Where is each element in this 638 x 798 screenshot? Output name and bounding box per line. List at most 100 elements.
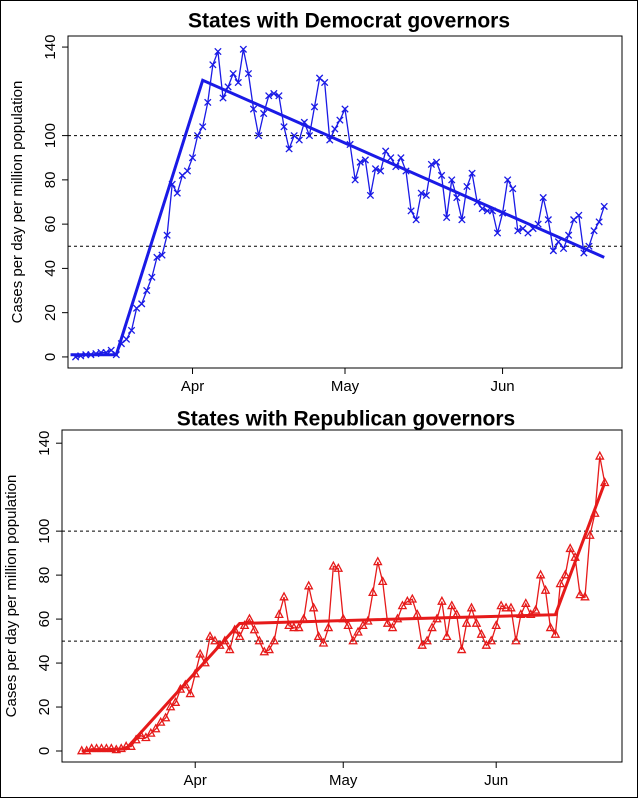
data-point — [461, 617, 472, 627]
data-point — [575, 211, 583, 219]
data-point — [303, 580, 314, 590]
data-point — [446, 600, 457, 610]
data-point — [595, 218, 603, 226]
data-point — [219, 94, 227, 102]
x-tick-label: Jun — [484, 772, 508, 789]
data-point — [348, 635, 358, 645]
data-point — [539, 193, 547, 202]
data-point — [356, 158, 364, 166]
data-point — [122, 335, 131, 343]
data-point — [549, 247, 558, 255]
data-point — [559, 244, 568, 253]
data-point — [466, 602, 477, 612]
data-point — [234, 78, 242, 87]
data-point — [476, 628, 487, 638]
data-point — [585, 529, 595, 539]
data-point — [511, 635, 521, 645]
data-point — [148, 273, 156, 281]
data-point — [478, 204, 486, 213]
y-tick-label: 0 — [36, 747, 53, 755]
x-tick-label: Apr — [181, 378, 204, 395]
data-point — [514, 227, 522, 235]
data-point — [468, 169, 476, 177]
data-point — [417, 189, 425, 197]
plot-area — [67, 35, 623, 369]
data-point — [463, 182, 471, 191]
data-point — [305, 131, 314, 140]
data-point — [353, 626, 363, 636]
data-point — [284, 620, 294, 630]
data-point — [160, 712, 171, 722]
y-axis-label: Cases per day per million population — [3, 475, 20, 718]
data-point — [550, 628, 561, 638]
data-point — [153, 253, 161, 261]
data-point — [264, 644, 275, 654]
data-point — [323, 622, 334, 632]
data-point — [341, 105, 349, 113]
data-point — [540, 584, 551, 594]
data-point — [412, 216, 420, 224]
data-point — [486, 635, 497, 645]
data-point — [397, 600, 408, 610]
data-point — [170, 697, 181, 706]
data-point — [521, 598, 531, 608]
data-point — [295, 136, 303, 144]
data-point — [188, 154, 197, 162]
data-point — [358, 620, 368, 630]
fit-line — [81, 482, 607, 753]
data-point — [535, 569, 546, 579]
data-point — [328, 560, 339, 570]
data-point — [407, 207, 415, 215]
data-point — [368, 587, 378, 597]
data-point — [509, 185, 517, 193]
data-point — [224, 644, 235, 654]
data-point — [432, 158, 441, 166]
chart-title: States with Democrat governors — [188, 10, 510, 33]
data-point — [481, 639, 492, 649]
data-point — [244, 69, 253, 78]
data-point — [471, 617, 482, 627]
data-point — [516, 609, 526, 619]
data-point — [294, 622, 304, 632]
data-point — [382, 617, 393, 627]
data-point — [313, 631, 324, 641]
y-tick-label: 60 — [42, 216, 59, 233]
data-point — [199, 123, 207, 131]
data-point — [503, 176, 512, 184]
data-point — [580, 591, 590, 601]
data-point — [249, 624, 260, 634]
data-point — [239, 45, 248, 53]
data-point — [210, 635, 220, 645]
data-point — [491, 620, 501, 630]
data-point — [214, 47, 222, 56]
y-tick-label: 20 — [42, 304, 59, 321]
data-point — [336, 116, 344, 124]
data-point — [496, 600, 506, 610]
data-point — [141, 732, 151, 742]
data-point — [560, 569, 571, 579]
data-point — [234, 631, 245, 641]
data-point — [101, 743, 112, 753]
data-point — [387, 154, 395, 162]
data-point — [376, 167, 385, 175]
data-point — [493, 229, 502, 237]
data-point — [417, 639, 427, 649]
data-point — [501, 602, 511, 612]
data-point — [143, 286, 151, 295]
data-point — [193, 131, 202, 140]
data-point — [600, 202, 608, 211]
data-point — [545, 622, 556, 632]
data-point — [382, 147, 390, 155]
data-point — [530, 604, 541, 614]
data-point — [205, 631, 215, 641]
y-tick-label: 60 — [36, 611, 53, 628]
data-point — [506, 602, 516, 612]
data-point — [544, 216, 552, 224]
data-point — [280, 123, 288, 131]
y-tick-label: 20 — [36, 699, 53, 716]
data-point — [437, 171, 446, 180]
data-point — [209, 61, 217, 69]
data-point — [318, 637, 329, 647]
